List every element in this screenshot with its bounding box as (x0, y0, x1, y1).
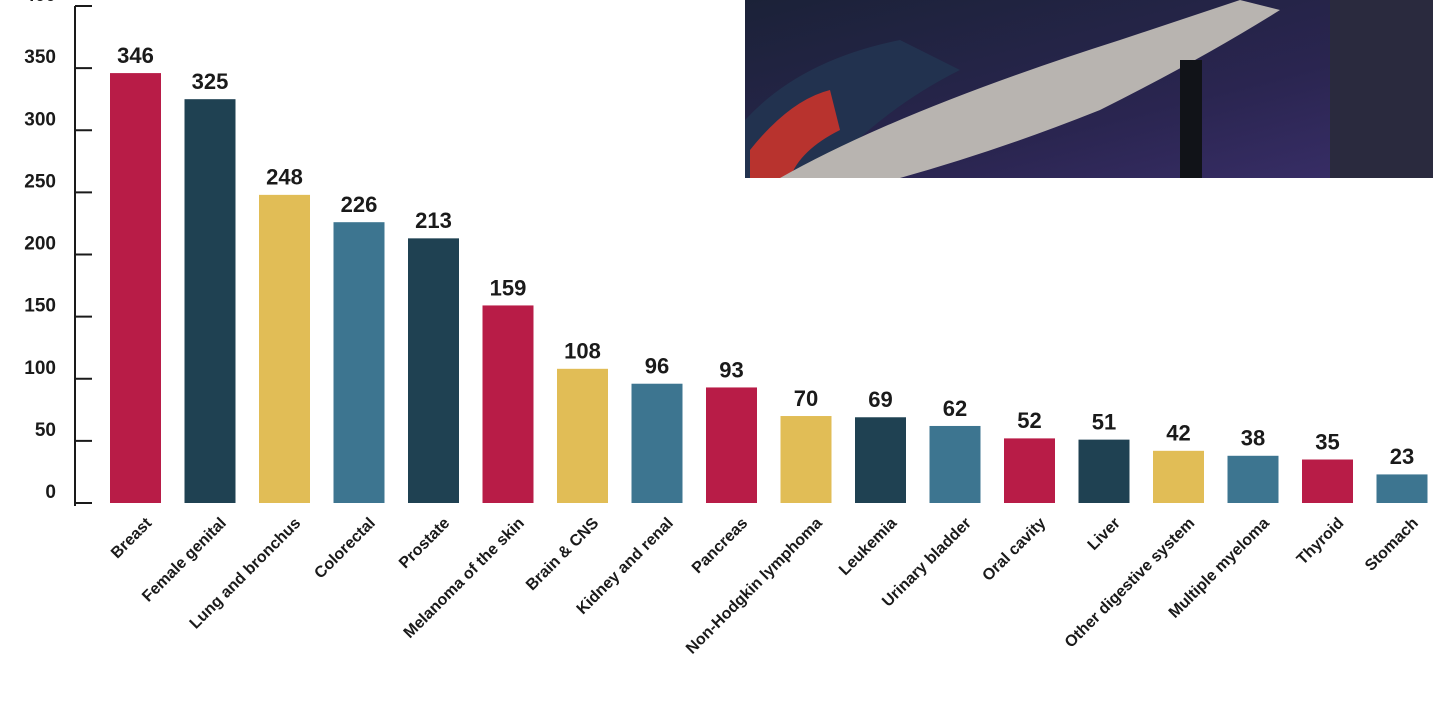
value-label: 108 (564, 339, 601, 364)
x-tick-label: Liver (1085, 515, 1124, 554)
bar (929, 425, 981, 503)
value-label: 226 (341, 192, 378, 217)
x-tick-label: Other digestive system (1062, 515, 1199, 652)
x-tick-label: Stomach (1362, 515, 1422, 575)
value-label: 159 (490, 275, 527, 300)
x-tick-label: Leukemia (836, 515, 900, 579)
y-tick-label: 300 (24, 109, 56, 130)
value-label: 70 (794, 386, 818, 411)
x-tick-label: Melanoma of the skin (401, 515, 528, 642)
value-label: 38 (1241, 426, 1265, 451)
photo (745, 0, 1433, 178)
bar (482, 305, 534, 503)
y-tick-label: 100 (24, 358, 56, 379)
y-tick-label: 250 (24, 171, 56, 192)
x-tick-label: Thyroid (1294, 515, 1348, 569)
value-label: 23 (1390, 444, 1414, 469)
bar (631, 383, 683, 503)
value-label: 35 (1315, 429, 1339, 454)
value-label: 52 (1017, 408, 1041, 433)
value-label: 325 (192, 69, 229, 94)
y-tick-label: 200 (24, 234, 56, 255)
bar (1153, 450, 1204, 503)
bar (780, 416, 832, 503)
value-label: 69 (868, 387, 892, 412)
bar (408, 238, 459, 503)
bar (855, 417, 906, 503)
bar (1004, 438, 1055, 503)
value-label: 51 (1092, 409, 1116, 434)
x-tick-label: Pancreas (689, 515, 751, 577)
bar (1227, 455, 1279, 503)
value-label: 213 (415, 208, 452, 233)
x-tick-label: Brain & CNS (523, 515, 603, 595)
bar (1302, 459, 1353, 503)
x-tick-label: Breast (108, 514, 156, 562)
y-tick-label: 150 (24, 296, 56, 317)
value-label: 248 (266, 165, 303, 190)
bar (706, 387, 757, 503)
value-label: 62 (943, 396, 967, 421)
y-tick-label: 350 (24, 47, 56, 68)
bar (1376, 474, 1428, 503)
value-label: 96 (645, 354, 669, 379)
bar (110, 73, 161, 503)
x-tick-label: Non-Hodgkin lymphoma (683, 515, 826, 658)
bar (1078, 439, 1130, 503)
bar (259, 194, 310, 504)
value-label: 346 (117, 43, 154, 68)
y-tick-label: 50 (35, 420, 56, 441)
value-label: 93 (719, 357, 743, 382)
bar (557, 368, 608, 503)
bar (184, 99, 236, 503)
x-tick-label: Prostate (396, 515, 453, 572)
x-tick-label: Colorectal (311, 515, 378, 582)
bar (333, 222, 385, 503)
value-label: 42 (1166, 421, 1190, 446)
y-tick-label: 400 (24, 0, 56, 6)
x-tick-label: Oral cavity (979, 515, 1049, 585)
y-tick-label: 0 (45, 482, 56, 503)
